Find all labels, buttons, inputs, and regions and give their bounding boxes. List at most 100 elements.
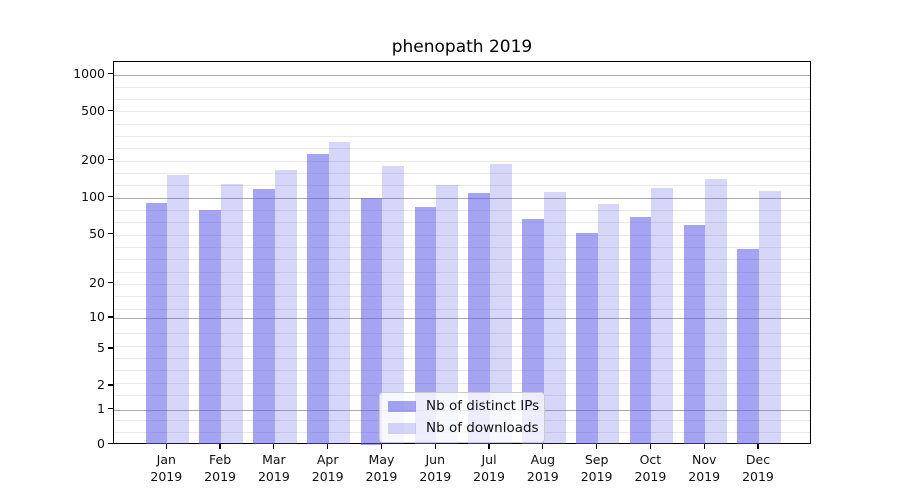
bar-ips-jan — [145, 203, 168, 445]
gridline-minor — [114, 358, 810, 360]
y-tick-label-1: 1 — [97, 400, 105, 416]
y-tick-mark — [108, 442, 113, 445]
gridline-minor — [114, 247, 810, 249]
bar-downloads-dec — [758, 190, 781, 445]
gridline-minor — [114, 345, 810, 347]
legend: Nb of distinct IPs Nb of downloads — [379, 392, 545, 443]
x-tick-mark — [273, 444, 275, 449]
gridline-major — [114, 197, 810, 199]
gridline-minor — [114, 111, 810, 113]
y-tick-label-10: 10 — [89, 309, 105, 324]
gridline-minor — [114, 123, 810, 125]
bar-downloads-nov — [705, 179, 727, 445]
legend-label-distinct-ips: Nb of distinct IPs — [426, 398, 540, 414]
bar-downloads-jul — [490, 163, 512, 445]
gridline-minor — [114, 185, 810, 187]
legend-swatch-downloads-icon — [388, 423, 416, 434]
y-tick-mark — [108, 407, 113, 410]
plot-area — [113, 61, 811, 445]
bar-ips-nov — [683, 224, 706, 445]
x-tick-label-oct: Oct 2019 — [634, 452, 667, 484]
x-tick-mark — [703, 444, 705, 449]
legend-label-downloads: Nb of downloads — [426, 420, 539, 436]
y-tick-mark — [108, 109, 113, 112]
y-tick-mark — [108, 316, 113, 318]
bar-downloads-apr — [328, 141, 351, 445]
x-tick-label-jan: Jan 2019 — [150, 452, 183, 484]
x-tick-label-jun: Jun 2019 — [419, 452, 452, 484]
bar-ips-sep — [575, 233, 598, 445]
x-tick-mark — [219, 444, 221, 449]
bar-ips-aug — [522, 218, 544, 445]
legend-item-downloads: Nb of downloads — [388, 421, 539, 436]
legend-swatch-distinct-ips-icon — [388, 401, 416, 412]
y-tick-label-2: 2 — [97, 377, 105, 392]
gridline-major — [114, 318, 810, 319]
x-tick-mark — [380, 444, 383, 449]
bar-downloads-sep — [597, 203, 620, 445]
x-tick-label-jul: Jul 2019 — [473, 452, 505, 484]
y-tick-label-0: 0 — [97, 435, 105, 451]
y-tick-mark — [108, 158, 113, 161]
y-tick-label-500: 500 — [81, 102, 105, 118]
gridline-minor — [114, 333, 810, 335]
bar-ips-jun — [414, 206, 437, 445]
gridline-minor — [114, 148, 810, 150]
x-tick-label-dec: Dec 2019 — [742, 452, 774, 484]
bar-downloads-jan — [167, 175, 189, 445]
gridline-minor — [114, 210, 810, 212]
bar-ips-oct — [629, 217, 652, 445]
x-tick-mark — [542, 444, 544, 449]
gridline-minor — [114, 234, 810, 236]
y-tick-label-20: 20 — [89, 274, 105, 290]
bar-downloads-feb — [221, 184, 243, 445]
x-tick-mark — [596, 444, 598, 449]
x-tick-label-mar: Mar 2019 — [257, 452, 290, 484]
bar-downloads-may — [382, 165, 405, 445]
y-tick-mark — [108, 347, 113, 349]
gridline-minor — [114, 136, 810, 138]
y-tick-mark — [108, 72, 113, 75]
gridline-major — [114, 74, 810, 76]
gridline-minor — [114, 99, 810, 101]
bar-downloads-jun — [436, 185, 458, 445]
y-tick-label-50: 50 — [89, 225, 105, 241]
gridline-minor — [114, 382, 810, 384]
bar-downloads-mar — [274, 170, 297, 445]
bar-downloads-oct — [651, 188, 674, 445]
x-tick-label-apr: Apr 2019 — [311, 452, 344, 484]
chart-title: phenopath 2019 — [391, 37, 533, 57]
x-tick-mark — [757, 444, 759, 449]
bar-ips-may — [360, 197, 383, 445]
bar-downloads-aug — [543, 192, 566, 445]
y-tick-label-100: 100 — [81, 188, 105, 204]
x-tick-label-may: May 2019 — [365, 452, 398, 484]
bar-ips-apr — [306, 154, 329, 445]
bar-ips-mar — [253, 189, 275, 445]
x-tick-mark — [488, 444, 490, 449]
x-tick-label-nov: Nov 2019 — [688, 452, 721, 484]
legend-item-distinct-ips: Nb of distinct IPs — [388, 399, 539, 414]
x-tick-label-sep: Sep 2019 — [580, 452, 613, 484]
gridline-minor — [114, 173, 810, 175]
x-tick-mark — [165, 444, 167, 449]
gridline-minor — [114, 370, 810, 372]
y-tick-label-1000: 1000 — [73, 65, 105, 81]
gridline-minor — [114, 308, 810, 310]
x-tick-label-aug: Aug 2019 — [526, 452, 559, 484]
y-tick-mark — [108, 195, 113, 198]
bar-ips-feb — [199, 210, 222, 445]
bar-ips-jul — [468, 193, 491, 445]
y-tick-mark — [108, 232, 113, 235]
gridline-minor — [114, 160, 810, 162]
y-tick-mark — [108, 281, 113, 284]
x-tick-mark — [327, 444, 329, 449]
y-tick-label-5: 5 — [97, 340, 105, 355]
bar-ips-dec — [737, 249, 759, 445]
x-tick-mark — [649, 444, 651, 449]
gridline-minor — [114, 284, 810, 286]
gridline-minor — [114, 86, 810, 88]
y-tick-label-200: 200 — [81, 151, 105, 167]
gridline-minor — [114, 271, 810, 273]
